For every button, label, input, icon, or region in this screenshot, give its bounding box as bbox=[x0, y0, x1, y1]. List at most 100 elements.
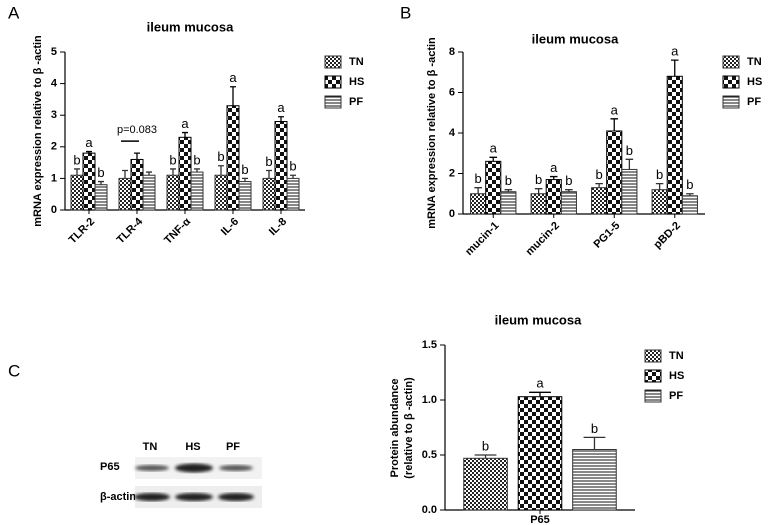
y-tick-label: 0 bbox=[51, 204, 57, 216]
y-tick-label: 0.0 bbox=[422, 504, 437, 516]
x-tick-label: P65 bbox=[530, 514, 550, 525]
significance-letter: a bbox=[85, 135, 93, 150]
band bbox=[218, 493, 254, 501]
significance-letter: b bbox=[475, 171, 482, 186]
error-bar bbox=[670, 59, 679, 77]
significance-letter: a bbox=[229, 70, 237, 85]
y-axis-label: mRNA expression relative to β -actin bbox=[426, 37, 438, 229]
bar bbox=[70, 174, 84, 211]
annotation: p=0.083 bbox=[117, 124, 157, 136]
significance-letter: b bbox=[626, 143, 633, 158]
x-tick-label: IL-6 bbox=[219, 216, 241, 238]
significance-letter: a bbox=[536, 376, 544, 391]
western-blot: TN HS PF P65 β-actin bbox=[100, 441, 262, 508]
y-tick-label: 1 bbox=[51, 172, 57, 184]
error-bar bbox=[489, 156, 498, 162]
row-label: β-actin bbox=[100, 491, 136, 503]
legend-label: PF bbox=[669, 390, 683, 402]
bar bbox=[591, 187, 608, 215]
significance-letter: b bbox=[596, 167, 603, 182]
row-label: P65 bbox=[100, 461, 120, 473]
bar bbox=[517, 396, 563, 511]
legend-swatch bbox=[722, 95, 740, 109]
y-tick-label: 4 bbox=[51, 78, 58, 90]
panel-label: B bbox=[400, 3, 411, 22]
significance-letter: b bbox=[686, 177, 693, 192]
significance-letter: b bbox=[73, 152, 80, 167]
y-axis-label: (relative to β -actin) bbox=[403, 377, 415, 479]
error-bar bbox=[194, 168, 200, 173]
band bbox=[175, 463, 213, 473]
y-tick-label: 0 bbox=[449, 208, 455, 220]
chart-title: ileum mucosa bbox=[147, 19, 234, 34]
error-bar bbox=[529, 391, 551, 397]
y-tick-label: 2 bbox=[51, 141, 57, 153]
significance-letter: b bbox=[535, 172, 542, 187]
error-bar bbox=[474, 454, 497, 459]
bar bbox=[238, 181, 252, 211]
legend-swatch bbox=[722, 75, 740, 89]
significance-letter: b bbox=[97, 165, 104, 180]
x-tick-label: PG1-5 bbox=[591, 220, 622, 251]
x-tick-label: IL-8 bbox=[267, 216, 289, 238]
legend-swatch bbox=[324, 95, 342, 109]
error-bar bbox=[290, 174, 296, 179]
legend-label: TN bbox=[349, 56, 364, 68]
bar bbox=[142, 174, 156, 211]
bar bbox=[130, 158, 144, 211]
bar bbox=[560, 191, 577, 215]
bar bbox=[82, 152, 96, 211]
bar bbox=[621, 168, 638, 215]
legend-swatch bbox=[324, 75, 342, 89]
error-bar bbox=[122, 169, 128, 179]
error-bar bbox=[218, 165, 224, 176]
error-bar bbox=[610, 118, 619, 131]
error-bar bbox=[474, 187, 482, 194]
legend-label: HS bbox=[349, 76, 364, 88]
legend-label: HS bbox=[669, 370, 684, 382]
bar bbox=[545, 179, 562, 215]
y-tick-label: 4 bbox=[449, 127, 456, 139]
error-bar bbox=[565, 189, 573, 192]
y-tick-label: 0.5 bbox=[422, 449, 437, 461]
significance-letter: b bbox=[241, 162, 248, 177]
y-tick-label: 6 bbox=[449, 86, 455, 98]
error-bar bbox=[74, 168, 80, 176]
error-bar bbox=[170, 168, 176, 176]
bar bbox=[274, 121, 288, 211]
significance-letter: b bbox=[169, 152, 176, 167]
error-bar bbox=[182, 131, 188, 138]
bar bbox=[572, 449, 617, 511]
legend-swatch bbox=[324, 55, 342, 69]
band bbox=[175, 493, 213, 501]
error-bar bbox=[134, 152, 140, 160]
x-tick-label: TNF-α bbox=[162, 216, 193, 247]
error-bar bbox=[230, 86, 236, 106]
significance-letter: a bbox=[181, 116, 189, 131]
bar bbox=[500, 191, 517, 215]
bar bbox=[286, 177, 300, 211]
significance-letter: b bbox=[591, 421, 598, 436]
legend-swatch bbox=[644, 349, 662, 363]
significance-letter: b bbox=[505, 173, 512, 188]
significance-letter: b bbox=[265, 154, 272, 169]
bar bbox=[118, 177, 132, 211]
error-bar bbox=[278, 116, 284, 122]
y-tick-label: 5 bbox=[51, 46, 57, 58]
bar bbox=[530, 193, 547, 215]
error-bar bbox=[686, 193, 694, 196]
chart-title: ileum mucosa bbox=[532, 31, 619, 46]
bar bbox=[651, 189, 668, 215]
band bbox=[135, 465, 169, 471]
chart-title: ileum mucosa bbox=[495, 312, 582, 327]
significance-letter: b bbox=[565, 173, 572, 188]
lane-label: PF bbox=[226, 441, 240, 453]
bar bbox=[94, 184, 108, 211]
lane-label: TN bbox=[143, 441, 158, 453]
y-axis-label: mRNA expression relative to β -actin bbox=[32, 35, 44, 227]
legend-swatch bbox=[644, 369, 662, 383]
significance-letter: a bbox=[550, 160, 558, 175]
error-bar bbox=[625, 158, 634, 170]
significance-letter: b bbox=[482, 438, 489, 453]
legend-label: HS bbox=[747, 76, 762, 88]
